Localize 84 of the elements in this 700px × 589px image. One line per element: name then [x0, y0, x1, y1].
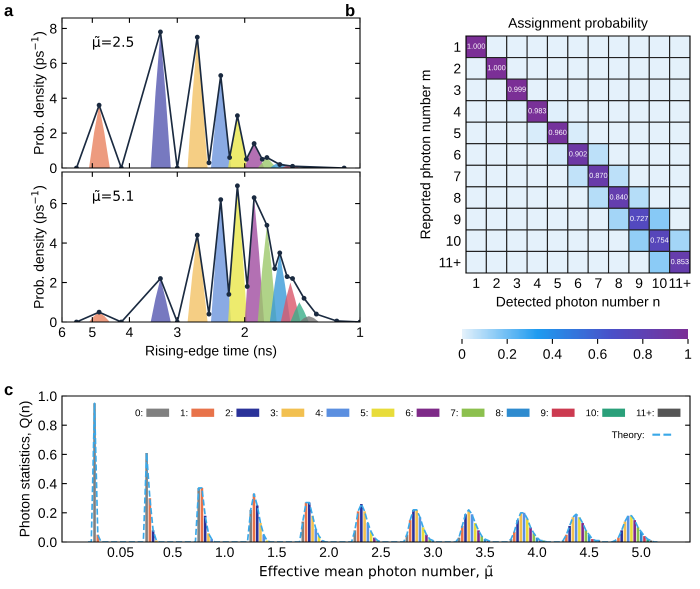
y-axis-title: Prob. density (ps$^{−1}$) [31, 32, 47, 154]
annotation: μ̃=2.5 [92, 36, 134, 50]
y-tick-label: 0.0 [38, 537, 57, 548]
color-bar-label: 0.8 [634, 349, 652, 359]
color-bar-label: 0.4 [543, 349, 562, 359]
legend-label: 2: [226, 409, 232, 416]
y-tick-label: 8 [454, 192, 461, 203]
x-tick-label: 3 [514, 278, 520, 288]
y-tick-label: 4 [50, 238, 57, 248]
x-tick-label: 5 [89, 327, 96, 338]
x-tick-label: 2.0 [320, 547, 338, 558]
text: b [346, 4, 354, 16]
y-tick-label: 4 [50, 94, 57, 104]
legend-label: 0: [135, 409, 142, 416]
x-tick-label: 8 [615, 278, 622, 288]
legend-label: 1: [180, 409, 188, 416]
y-tick-label: 0 [50, 317, 57, 328]
x-tick-label: 1.5 [268, 547, 286, 558]
y-tick-label: 0 [50, 163, 57, 174]
y-tick-label: 10 [446, 236, 461, 246]
legend-label: 9: [540, 409, 548, 416]
x-tick-label: 2 [242, 327, 248, 337]
y-tick-label: 7 [454, 172, 460, 182]
y-tick-label: 1.0 [38, 391, 57, 402]
x-axis-title: Detected photon number n [496, 296, 660, 310]
x-tick-label: 1 [473, 278, 480, 288]
y-tick-label: 6 [454, 150, 461, 160]
x-axis-title: Rising-edge time (ns) [146, 345, 276, 358]
y-tick-label: 9 [454, 214, 460, 224]
y-axis-title: Prob. density (ps$^{−1}$) [31, 186, 47, 308]
legend-label: 10: [586, 409, 598, 416]
y-tick-label: 4 [454, 106, 461, 116]
legend-label: Theory: [612, 431, 644, 440]
y-tick-label: 1 [454, 42, 460, 52]
x-tick-label: 4 [534, 278, 541, 288]
y-tick-label: 0.8 [38, 420, 57, 430]
x-tick-label: 0.5 [164, 547, 182, 558]
color-bar-label: 0.6 [588, 349, 607, 359]
x-tick-label: 1 [357, 327, 364, 337]
y-tick-label: 8 [50, 24, 57, 34]
x-tick-label: 4.5 [580, 547, 598, 558]
x-tick-label: 10 [652, 278, 667, 288]
legend-label: 3: [270, 409, 278, 416]
x-tick-label: 5 [554, 278, 561, 288]
x-tick-label: 3 [174, 327, 181, 338]
x-tick-label: 6 [574, 278, 582, 288]
x-tick-label: 2 [493, 278, 500, 288]
legend-label: 5: [360, 409, 368, 416]
y-tick-label: 2 [454, 64, 460, 74]
annotation: μ̃=5.1 [92, 190, 134, 204]
legend-label: 8: [496, 409, 503, 416]
y-tick-label: 0.4 [38, 478, 57, 489]
y-tick-label: 0.6 [38, 450, 57, 460]
x-tick-label: 1.0 [216, 547, 234, 558]
legend-label: 4: [315, 409, 322, 416]
x-tick-label: 7 [595, 278, 602, 288]
x-tick-label: 2.5 [372, 547, 390, 558]
x-tick-label: 3.5 [476, 547, 494, 558]
color-bar-label: 1 [685, 349, 692, 359]
text: a [4, 7, 14, 16]
y-tick-label: 5 [454, 128, 461, 138]
text: c [4, 386, 13, 396]
y-axis-title: Reported photon number m [420, 70, 434, 238]
y-tick-label: 11+ [440, 258, 460, 268]
y-axis-title: Photon statistics, Q(n) [19, 402, 32, 536]
x-tick-label: 6 [58, 327, 66, 338]
x-tick-label: 11+ [670, 278, 690, 288]
x-tick-label: 4 [126, 327, 133, 337]
y-tick-label: 0.2 [38, 508, 56, 518]
chart-title: Assignment probability [508, 18, 648, 31]
x-tick-label: 3.0 [424, 547, 442, 558]
x-tick-label: 4.0 [528, 547, 546, 558]
y-tick-label: 3 [454, 85, 461, 96]
y-tick-label: 6 [50, 58, 57, 69]
y-tick-label: 2 [50, 128, 56, 138]
x-tick-label: 5.0 [632, 547, 650, 558]
legend-label: 6: [406, 409, 413, 416]
x-tick-label: 9 [636, 278, 642, 288]
legend-label: 7: [450, 409, 458, 416]
x-tick-label: 0.05 [108, 547, 134, 558]
y-tick-label: 6 [50, 198, 57, 209]
x-axis-title: Effective mean photon number, μ̃ [260, 565, 493, 580]
legend-label: 11+: [636, 409, 654, 416]
color-bar-label: 0.2 [498, 349, 516, 359]
